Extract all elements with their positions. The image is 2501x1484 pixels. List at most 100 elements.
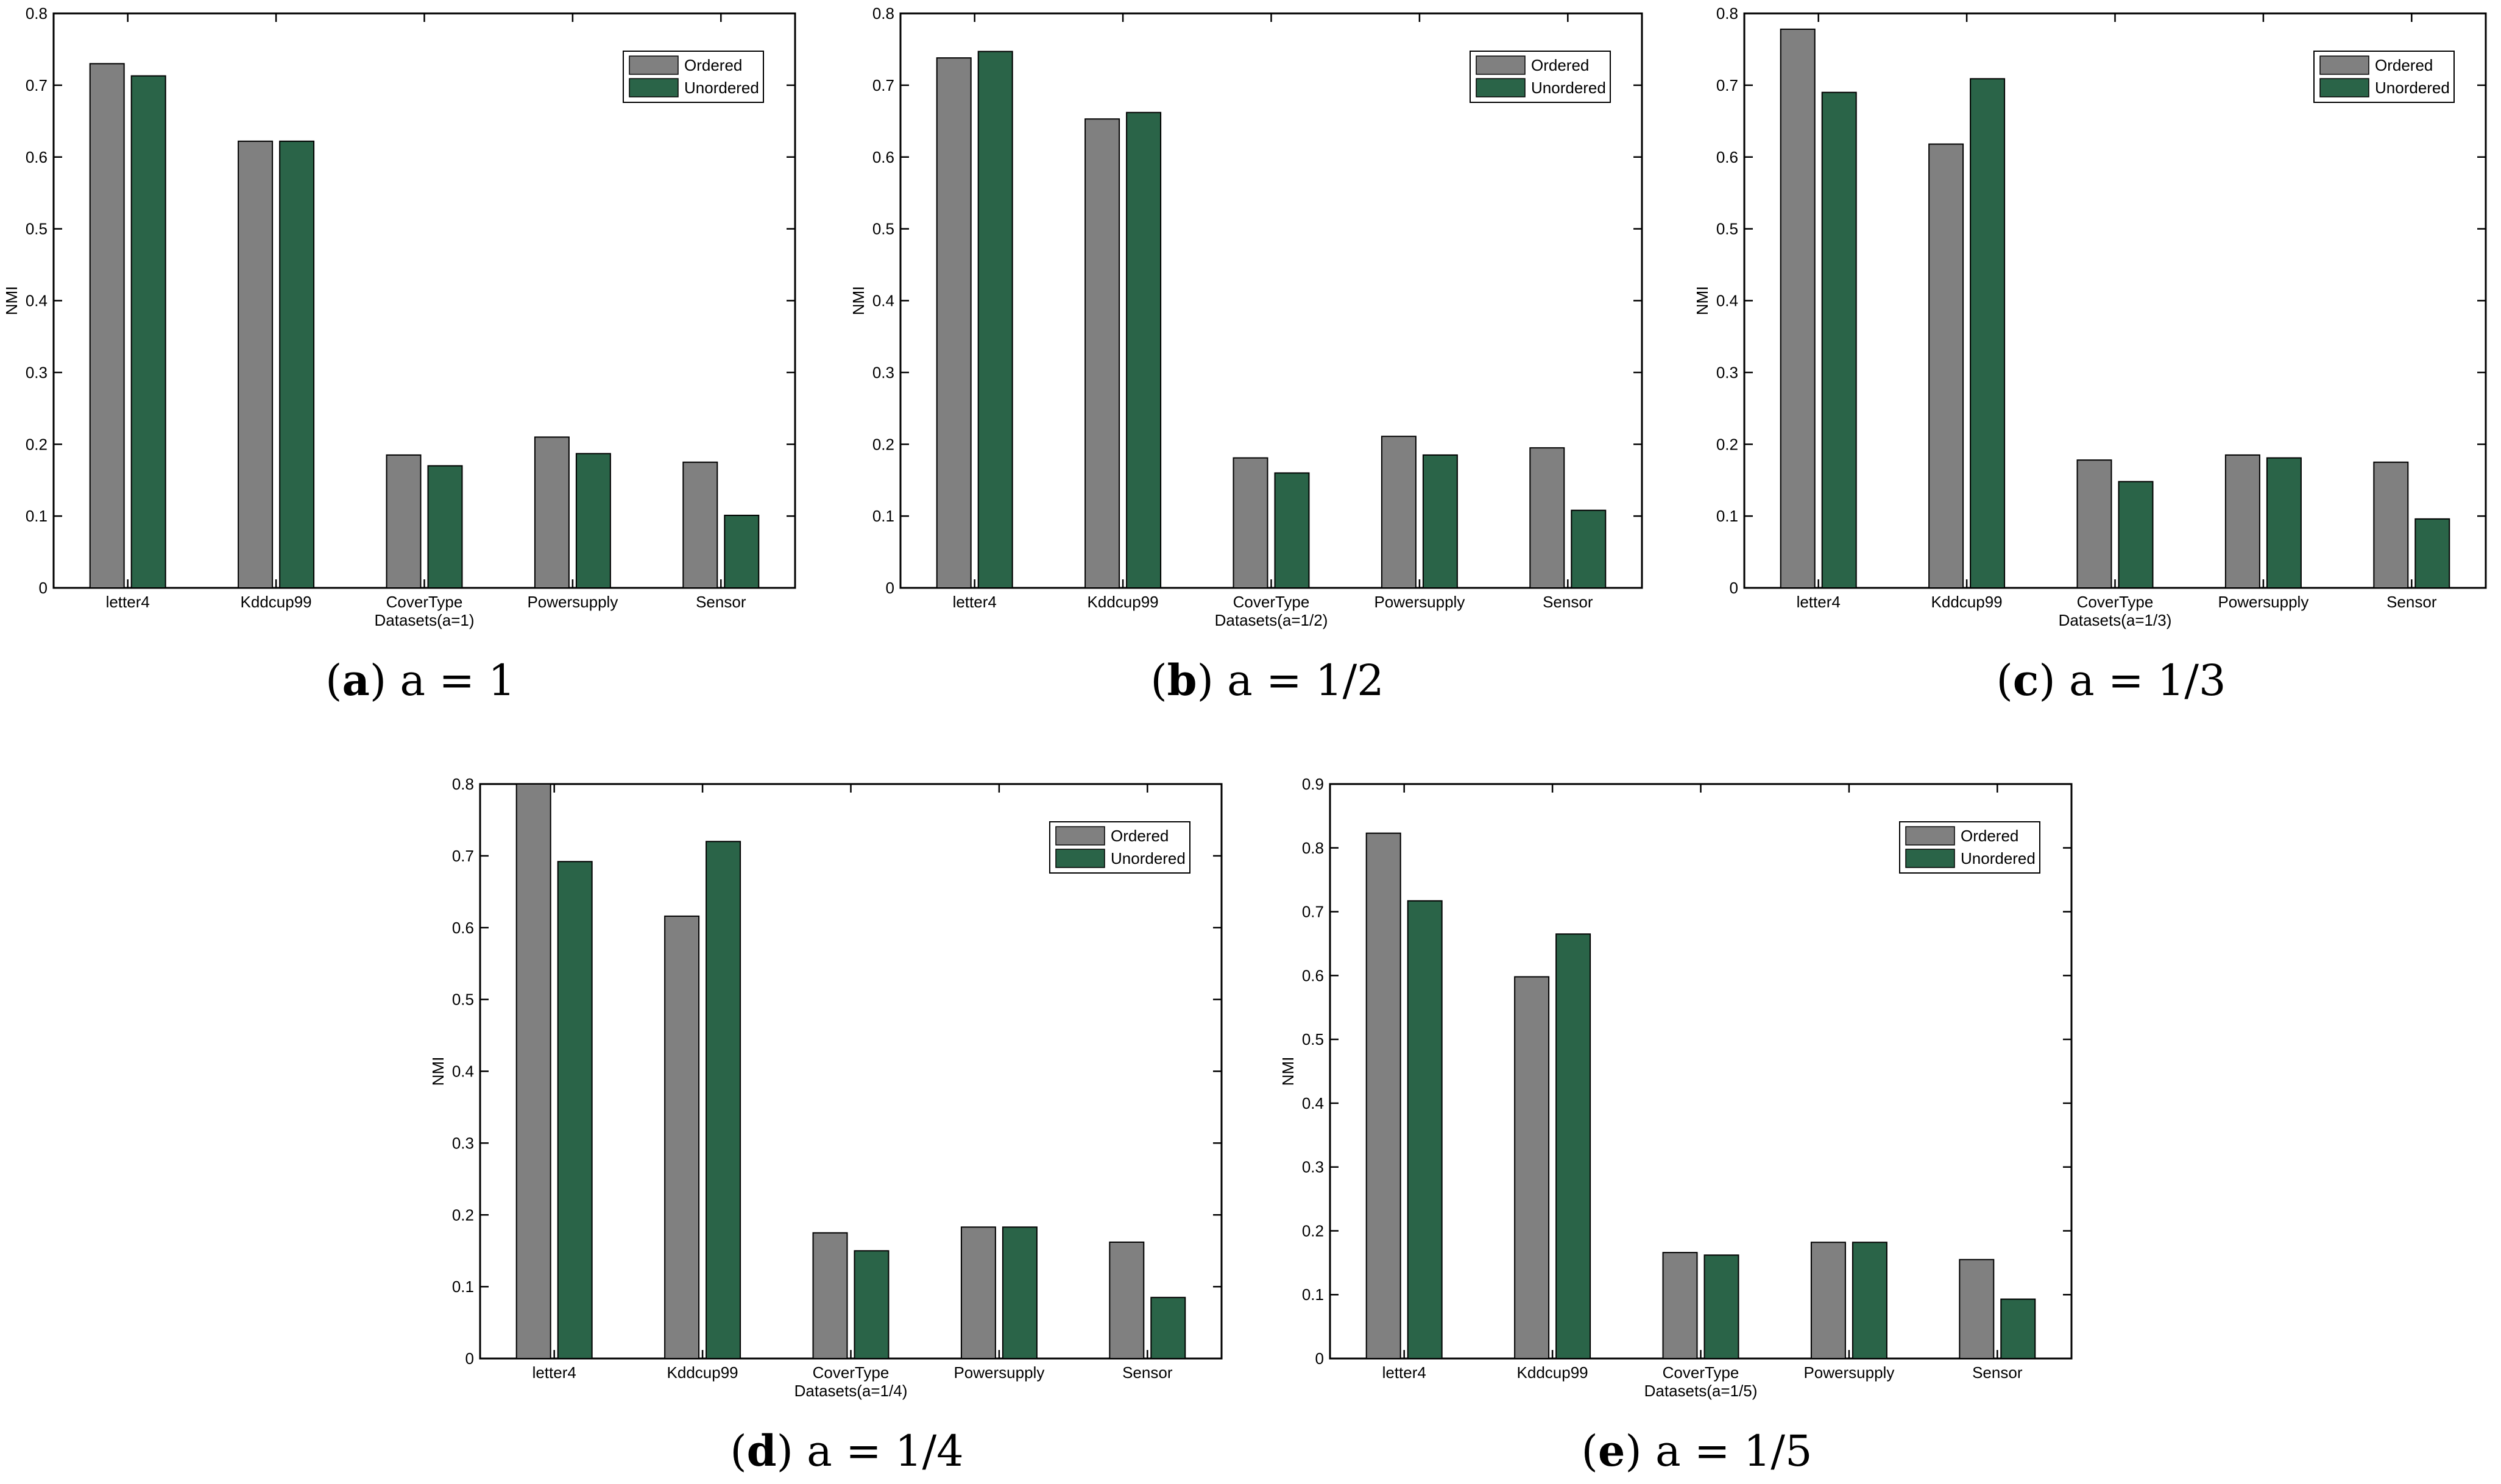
legend-swatch-unordered bbox=[1476, 78, 1526, 97]
bar-unordered-covertype bbox=[854, 1250, 890, 1359]
x-tick-label: Sensor bbox=[2386, 593, 2437, 611]
y-tick-label: 0.2 bbox=[26, 435, 48, 453]
bar-unordered-letter4 bbox=[557, 861, 593, 1359]
bar-unordered-covertype bbox=[2118, 481, 2154, 588]
x-tick-label: Kddcup99 bbox=[1931, 593, 2003, 611]
y-tick-label: 0 bbox=[465, 1349, 474, 1368]
y-tick-label: 0.2 bbox=[872, 435, 894, 453]
bar-ordered-kddcup99 bbox=[1514, 976, 1550, 1359]
y-tick-label: 0.8 bbox=[26, 4, 48, 23]
y-tick-label: 0.4 bbox=[1716, 292, 1738, 310]
y-tick-label: 0.5 bbox=[872, 220, 894, 238]
legend-swatch-unordered bbox=[2319, 78, 2369, 97]
x-tick-label: Powersupply bbox=[2218, 593, 2308, 611]
y-axis-label: NMI bbox=[849, 286, 868, 316]
bar-chart-e: 0 0.1 0.2 0.3 0.4 0.5 0.6 0.7 0.8 0.9 NMI letter4 Kd… bbox=[1279, 775, 2073, 1400]
x-axis-label: Datasets(a=1/2) bbox=[1215, 611, 1328, 629]
plot-frame bbox=[52, 12, 796, 589]
bar-unordered-powersupply bbox=[1422, 454, 1458, 589]
x-tick-label: CoverType bbox=[386, 593, 463, 611]
bar-ordered-sensor bbox=[1959, 1259, 1995, 1359]
y-tick-label: 0.6 bbox=[452, 919, 474, 937]
y-axis-label: NMI bbox=[1693, 286, 1711, 316]
y-tick-label: 0.8 bbox=[1302, 839, 1324, 857]
bar-unordered-letter4 bbox=[1407, 900, 1443, 1359]
x-axis-label: Datasets(a=1/3) bbox=[2059, 611, 2172, 629]
bar-unordered-letter4 bbox=[130, 75, 166, 588]
legend-label-ordered: Ordered bbox=[684, 56, 742, 74]
y-tick-label: 0.6 bbox=[1302, 966, 1324, 984]
bar-ordered-letter4 bbox=[515, 783, 551, 1359]
x-tick-label: letter4 bbox=[953, 593, 997, 611]
y-tick-label: 0.1 bbox=[452, 1277, 474, 1296]
bar-unordered-sensor bbox=[1571, 509, 1607, 589]
bar-unordered-covertype bbox=[1703, 1254, 1739, 1360]
x-tick-label: Powersupply bbox=[953, 1363, 1044, 1382]
x-tick-label: Kddcup99 bbox=[667, 1363, 738, 1382]
legend-label-ordered: Ordered bbox=[1111, 827, 1169, 845]
panel-e: 0 0.1 0.2 0.3 0.4 0.5 0.6 0.7 0.8 0.9 NMI letter4 Kd… bbox=[1276, 771, 2087, 1483]
caption-c: (c) a = 1/3 bbox=[1996, 655, 2226, 705]
y-tick-label: 0.3 bbox=[26, 363, 48, 381]
bar-ordered-sensor bbox=[1529, 447, 1565, 588]
y-tick-label: 0.8 bbox=[872, 4, 894, 23]
legend-swatch-ordered bbox=[1476, 55, 1526, 75]
caption-text: a = 1 bbox=[400, 655, 515, 705]
bar-unordered-kddcup99 bbox=[1555, 933, 1591, 1359]
plot-frame bbox=[479, 783, 1223, 1360]
caption-text: a = 1/3 bbox=[2068, 655, 2226, 705]
caption-label: b bbox=[1167, 655, 1197, 705]
y-tick-label: 0.4 bbox=[872, 292, 894, 310]
legend-swatch-ordered bbox=[2319, 55, 2369, 75]
x-axis-label: Datasets(a=1) bbox=[374, 611, 474, 629]
y-tick-label: 0 bbox=[886, 579, 894, 597]
y-tick-label: 0.6 bbox=[1716, 148, 1738, 166]
panel-a: 0 0.1 0.2 0.3 0.4 0.5 0.6 0.7 0.8 NMI letter4 Kddcu… bbox=[0, 0, 810, 719]
legend-swatch-unordered bbox=[1905, 849, 1955, 868]
y-tick-label: 0.2 bbox=[1716, 435, 1738, 453]
y-tick-label: 0.2 bbox=[452, 1206, 474, 1224]
y-tick-label: 0.7 bbox=[1716, 76, 1738, 94]
bar-ordered-letter4 bbox=[89, 63, 125, 588]
y-tick-label: 0.7 bbox=[452, 847, 474, 865]
y-tick-label: 0.2 bbox=[1302, 1221, 1324, 1240]
bar-ordered-sensor bbox=[2373, 461, 2409, 588]
x-tick-label: Powersupply bbox=[1803, 1363, 1894, 1382]
y-tick-label: 0.4 bbox=[452, 1062, 474, 1081]
y-tick-label: 0.3 bbox=[1302, 1158, 1324, 1176]
y-tick-label: 0.5 bbox=[1302, 1030, 1324, 1048]
legend-label-unordered: Unordered bbox=[2375, 79, 2450, 97]
y-tick-label: 0.1 bbox=[1716, 507, 1738, 525]
bar-ordered-powersupply bbox=[1381, 436, 1417, 588]
bar-ordered-sensor bbox=[1109, 1242, 1145, 1359]
x-tick-label: Sensor bbox=[696, 593, 746, 611]
legend-swatch-ordered bbox=[629, 55, 679, 75]
x-tick-label: Powersupply bbox=[527, 593, 618, 611]
bar-unordered-sensor bbox=[2000, 1298, 2036, 1359]
y-tick-label: 0.1 bbox=[1302, 1285, 1324, 1304]
x-tick-label: Sensor bbox=[1543, 593, 1593, 611]
bar-unordered-kddcup99 bbox=[279, 140, 315, 588]
x-tick-label: CoverType bbox=[813, 1363, 890, 1382]
bar-unordered-sensor bbox=[724, 514, 760, 588]
bar-ordered-covertype bbox=[1233, 457, 1268, 588]
bar-chart-c: 0 0.1 0.2 0.3 0.4 0.5 0.6 0.7 0.8 NMI letter4 Kddcu… bbox=[1693, 4, 2487, 629]
y-tick-label: 0.6 bbox=[26, 148, 48, 166]
y-tick-label: 0.7 bbox=[26, 76, 48, 94]
legend-swatch-unordered bbox=[1055, 849, 1105, 868]
legend-swatch-ordered bbox=[1905, 826, 1955, 846]
caption-d: (d) a = 1/4 bbox=[730, 1426, 964, 1476]
bar-unordered-letter4 bbox=[1821, 91, 1857, 589]
caption-label: e bbox=[1597, 1426, 1625, 1476]
x-tick-label: Sensor bbox=[1972, 1363, 2023, 1382]
bar-unordered-kddcup99 bbox=[1126, 111, 1162, 589]
y-tick-label: 0.3 bbox=[1716, 363, 1738, 381]
bar-unordered-powersupply bbox=[1002, 1226, 1038, 1359]
bar-unordered-sensor bbox=[1150, 1296, 1186, 1360]
bar-unordered-letter4 bbox=[977, 51, 1013, 588]
caption-label: a bbox=[342, 655, 370, 705]
x-tick-label: letter4 bbox=[532, 1363, 576, 1382]
y-tick-label: 0.9 bbox=[1302, 775, 1324, 793]
caption-text: a = 1/5 bbox=[1655, 1426, 1813, 1476]
x-tick-label: Sensor bbox=[1122, 1363, 1173, 1382]
